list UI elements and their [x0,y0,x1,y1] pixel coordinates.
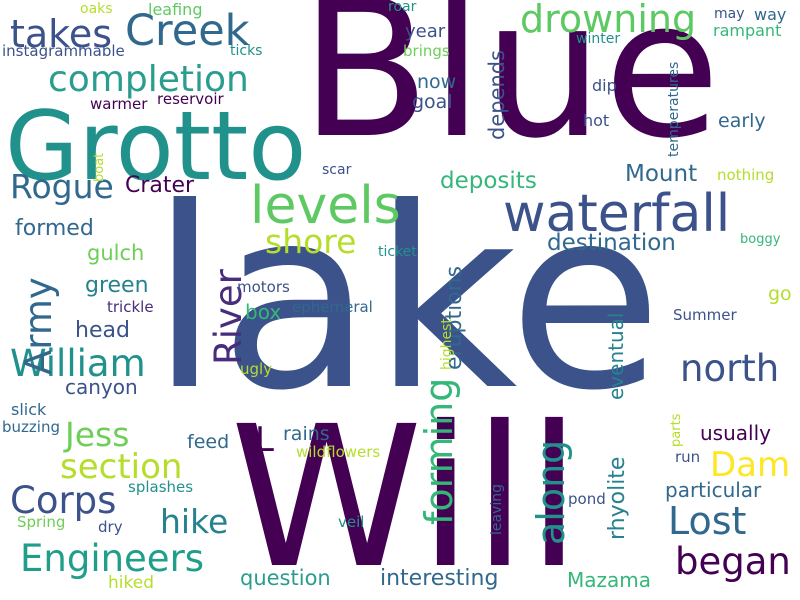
cloud-word: Spring [17,513,66,531]
cloud-word: along [529,439,573,545]
cloud-word: Grotto [5,92,307,202]
cloud-word: rampant [713,21,782,40]
cloud-word: began [675,540,791,583]
cloud-word: formed [15,216,94,241]
cloud-word: may [714,6,745,22]
cloud-word: Lost [668,499,747,543]
cloud-word: temperatures [666,61,682,157]
cloud-word: Blue [300,0,721,180]
cloud-word: ticket [378,244,417,260]
cloud-word: go [768,283,792,305]
cloud-word: forming [417,377,461,525]
cloud-word: way [754,5,787,24]
cloud-word: run [675,448,701,466]
cloud-word: ephemeral [292,298,373,316]
cloud-word: hiked [108,573,154,593]
cloud-word: head [75,318,130,343]
cloud-word: boggy [740,232,781,247]
cloud-word: north [680,347,780,390]
cloud-word: Dam [710,445,791,485]
cloud-word: veil [338,513,365,531]
cloud-word: roar [388,0,417,15]
cloud-word: Jess [65,415,130,454]
cloud-word: highest [439,318,455,370]
cloud-word: Mount [625,161,698,187]
cloud-word: L [255,420,274,460]
cloud-word: pond [568,490,606,508]
cloud-word: Engineers [20,537,205,580]
cloud-word: slick [11,400,47,419]
cloud-word: wildflowers [296,443,381,461]
cloud-word: oaks [80,1,113,17]
cloud-word: Creek [125,6,250,56]
cloud-word: leafing [148,0,203,19]
cloud-word: Mazama [567,568,652,592]
cloud-word: dry [98,518,123,536]
cloud-word: deposits [440,168,537,194]
cloud-word: nothing [717,166,775,184]
cloud-word: goal [412,91,453,113]
cloud-word: drowning [520,0,697,41]
cloud-word: buzzing [2,418,60,436]
cloud-word: scar [322,162,352,178]
cloud-word: ticks [230,43,263,59]
cloud-word: depends [485,49,509,140]
cloud-word: winter [576,31,621,47]
cloud-word: trickle [107,298,154,316]
cloud-word: lake [150,154,663,445]
cloud-word: rains [283,423,330,445]
cloud-word: feed [187,431,230,453]
cloud-word: splashes [128,478,194,496]
cloud-word: levels [250,176,401,236]
cloud-word: leaving [489,483,505,535]
cloud-word: Summer [673,306,737,324]
cloud-word: gulch [87,241,145,265]
cloud-word: box [245,300,282,324]
cloud-word: canyon [65,375,138,399]
cloud-word: early [718,110,766,132]
cloud-word: now [417,71,457,93]
cloud-word: interesting [380,566,499,591]
cloud-word: dip [592,76,617,95]
cloud-word: Army [17,277,60,375]
cloud-word: section [60,447,183,487]
cloud-word: Corps [10,479,117,522]
cloud-word: warmer [90,95,148,113]
cloud-word: hot [583,111,610,130]
cloud-word: instagrammable [2,42,125,60]
cloud-word: completion [48,59,249,100]
cloud-word: Will [230,384,582,600]
cloud-word: Rogue [10,167,114,206]
cloud-word: parts [669,413,684,447]
cloud-word: year [405,21,446,42]
cloud-word: particular [665,478,762,502]
cloud-word: eventual [604,312,628,400]
cloud-word: usually [700,421,771,445]
cloud-word: takes [10,12,113,56]
cloud-word: Crater [125,173,195,198]
cloud-word: reservoir [157,90,224,108]
cloud-word: William [10,342,146,385]
cloud-word: motors [237,278,290,296]
cloud-word: rhyolite [605,456,630,540]
cloud-word: destination [547,230,676,256]
cloud-word: brings [403,42,450,60]
cloud-word: waterfall [503,184,731,244]
cloud-word: hike [160,502,229,541]
cloud-word: green [85,273,149,298]
cloud-word: ugly [240,360,273,378]
cloud-word: question [240,566,331,590]
cloud-word: shore [265,222,357,261]
cloud-word: boat [92,152,107,182]
